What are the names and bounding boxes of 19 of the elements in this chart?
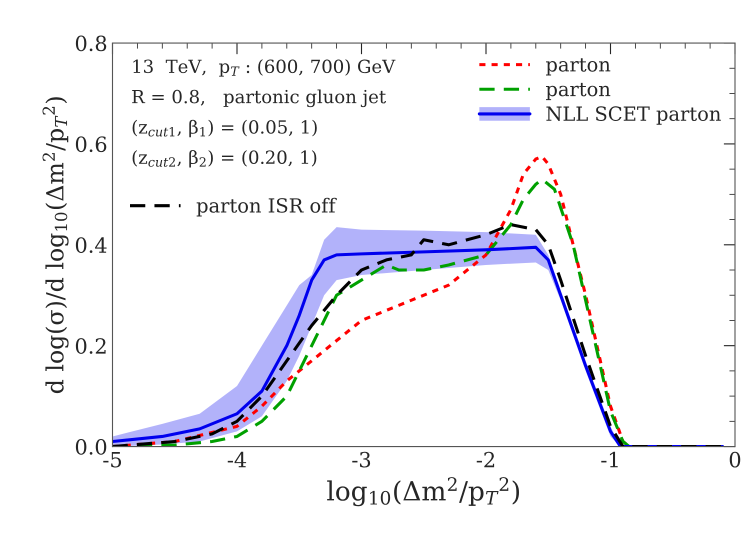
y-axis-title: d log(σ)/d log$_{10}$(Δm$^{2}$/p$_{T}$$^{2}$) (42, 97, 69, 394)
y-tick-label: 0.2 (76, 338, 106, 354)
y-tick-label: 0.4 (76, 237, 107, 253)
annotation: (z$_{cut1}$, β$_{1}$) = (0.05, 1) (132, 120, 317, 138)
x-axis-title: log$_{10}$(Δm$^{2}$/p$_{T}$$^{2}$) (327, 477, 519, 506)
legend-label: NLL SCET parton (546, 106, 721, 125)
y-tick-label: 0.6 (76, 136, 106, 152)
legend-label: parton ISR off (196, 198, 337, 217)
y-tick-label: 0.8 (76, 35, 106, 52)
annotation: 13 TeV, p$_{T}$ : (600, 700) GeV (133, 59, 396, 77)
x-tick-label: -3 (352, 452, 370, 468)
x-tick-label: -2 (476, 452, 494, 468)
annotation: R = 0.8, partonic gluon jet (132, 89, 386, 108)
legend-label: parton (546, 82, 610, 100)
x-tick-label: -1 (601, 452, 618, 468)
legend-label: parton (546, 58, 610, 76)
x-tick-label: 0 (730, 452, 740, 468)
x-tick-label: -4 (228, 452, 246, 468)
annotation: (z$_{cut2}$, β$_{2}$) = (0.20, 1) (132, 150, 316, 168)
